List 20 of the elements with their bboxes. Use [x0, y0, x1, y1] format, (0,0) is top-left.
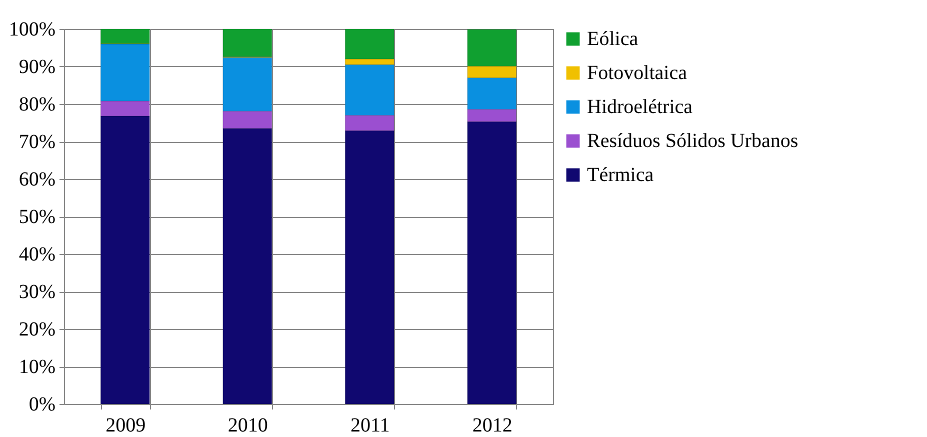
- y-tick-label: 0%: [28, 394, 56, 416]
- y-tick-label: 80%: [18, 94, 56, 116]
- legend-label: Resíduos Sólidos Urbanos: [587, 130, 798, 152]
- legend-label: Eólica: [587, 28, 638, 50]
- y-tick-label: 90%: [18, 56, 56, 78]
- legend-label: Fotovoltaica: [587, 62, 688, 84]
- y-tick-label: 60%: [18, 168, 56, 190]
- y-tick-label: 100%: [8, 18, 56, 40]
- y-tick-label: 40%: [18, 244, 56, 266]
- x-tick-label: 2010: [228, 414, 268, 436]
- legend-label: Térmica: [587, 164, 654, 186]
- x-tick-label: 2011: [350, 414, 390, 436]
- y-tick-label: 50%: [18, 206, 56, 228]
- x-tick-label: 2012: [472, 414, 512, 436]
- y-tick-label: 70%: [18, 131, 56, 153]
- legend-label: Hidroelétrica: [587, 96, 693, 118]
- y-tick-label: 30%: [18, 281, 56, 303]
- y-tick-label: 20%: [18, 318, 56, 340]
- y-tick-label: 10%: [18, 356, 56, 378]
- x-tick-label: 2009: [106, 414, 146, 436]
